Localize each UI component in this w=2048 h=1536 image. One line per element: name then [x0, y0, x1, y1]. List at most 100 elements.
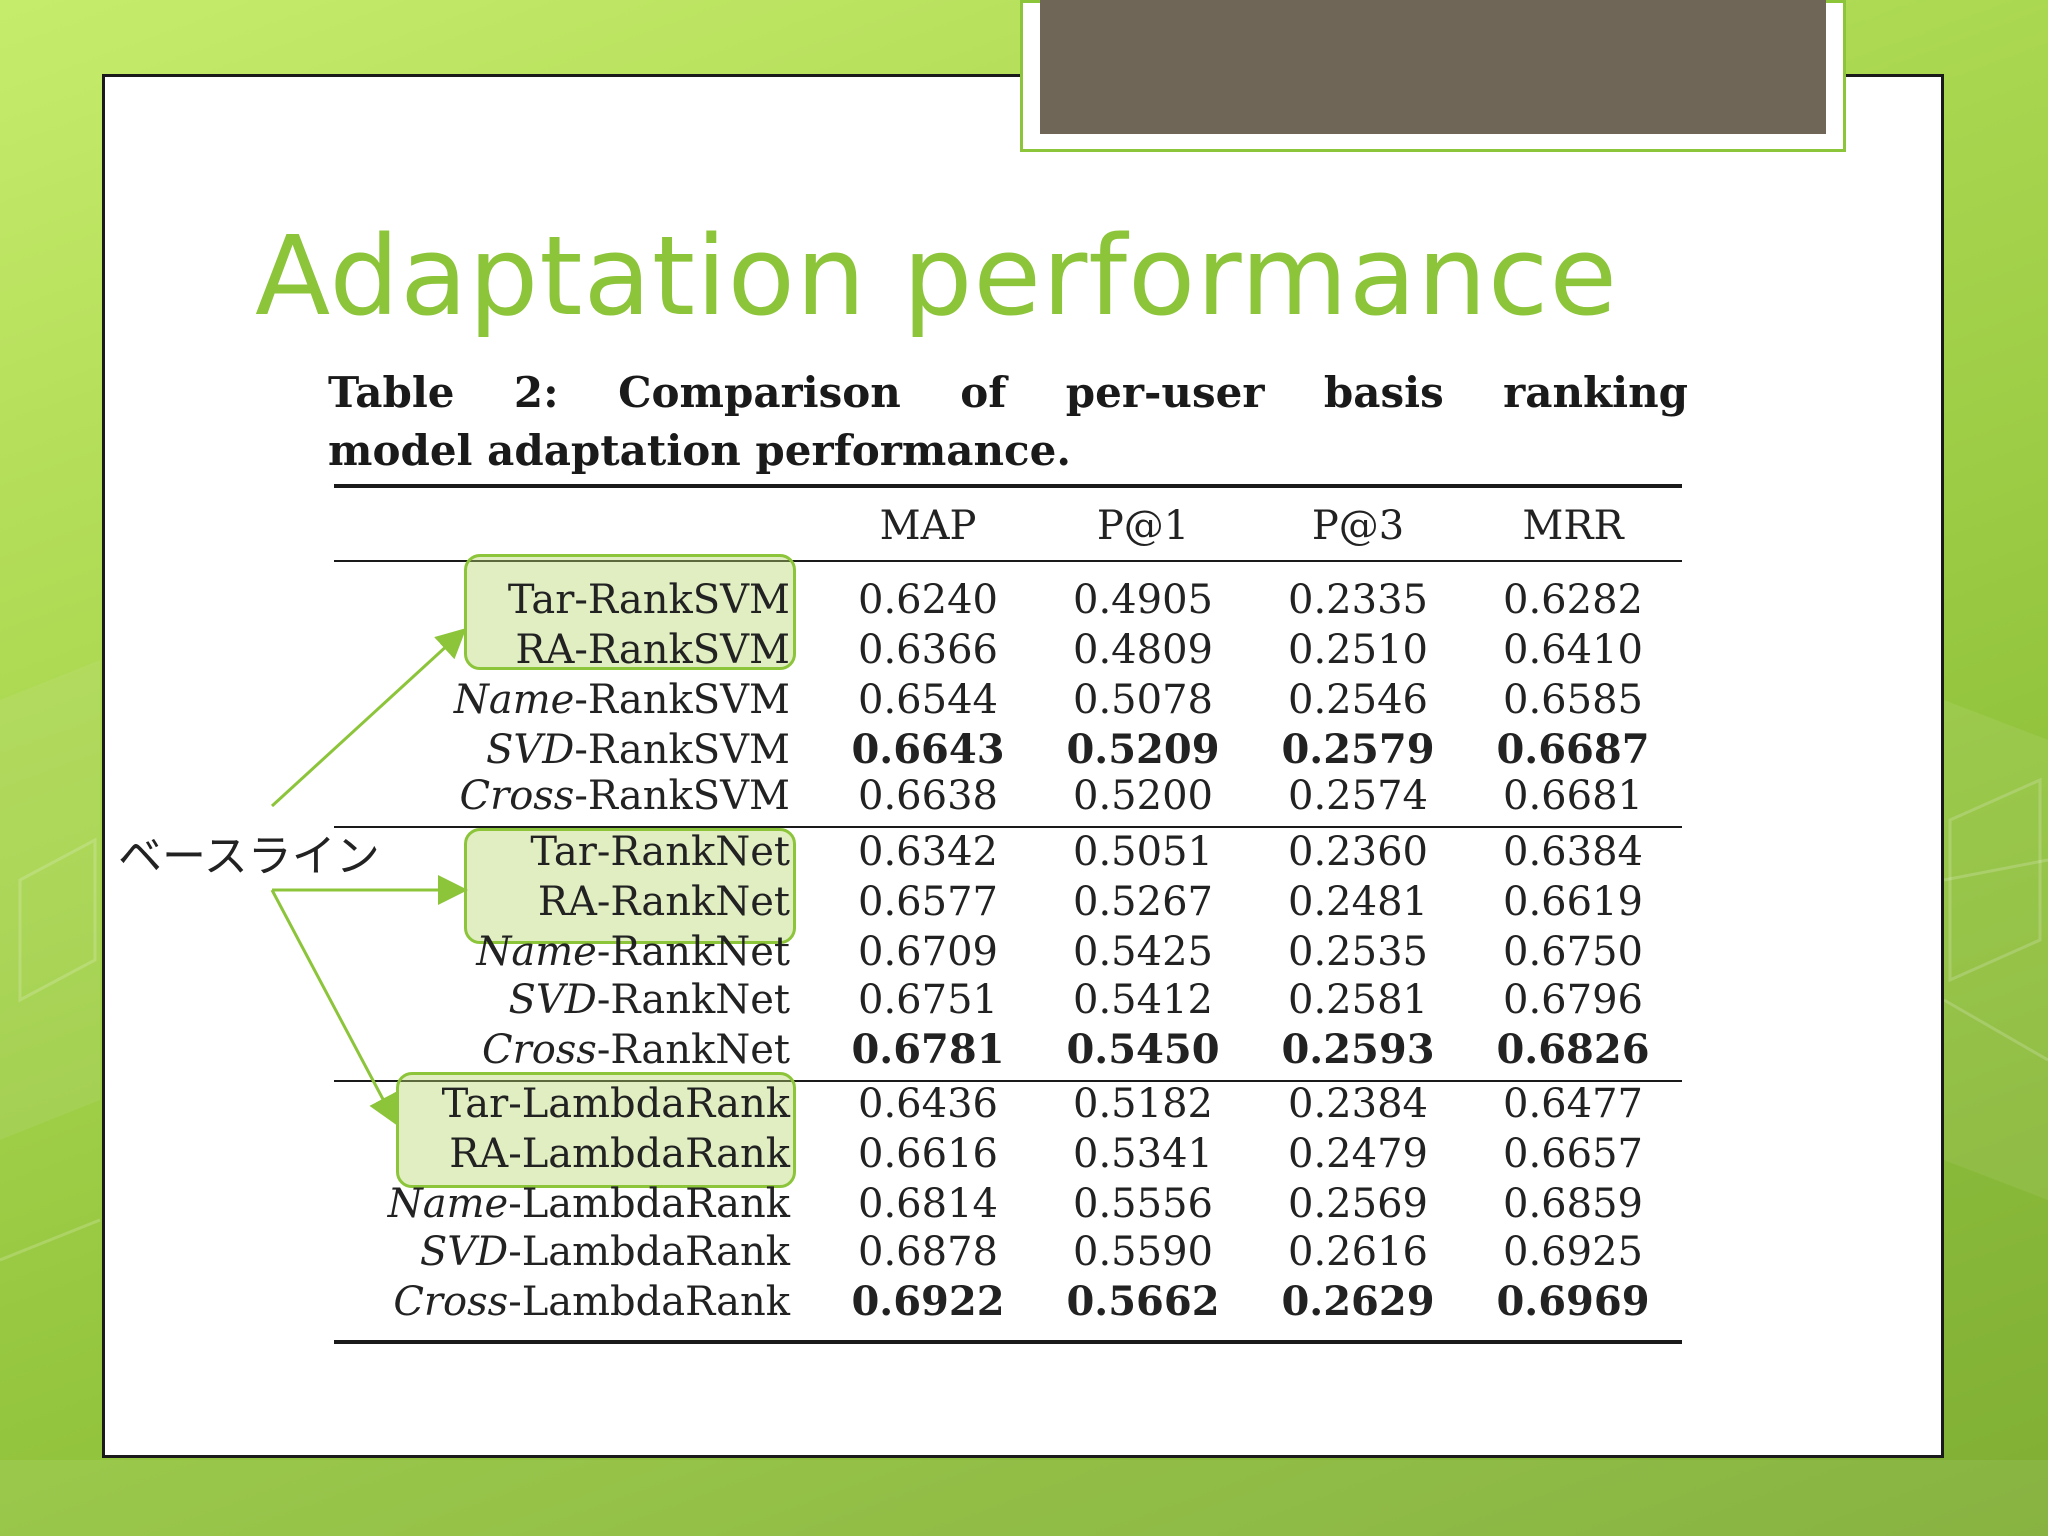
- table-cell: 0.2569: [1288, 1181, 1428, 1227]
- table-cell: 0.2360: [1288, 829, 1428, 875]
- column-header-p-at-1: P@1: [1096, 503, 1190, 549]
- table-cell: 0.2535: [1288, 929, 1428, 975]
- table-cell: 0.6477: [1503, 1081, 1643, 1127]
- table-cell: 0.2574: [1288, 773, 1428, 819]
- table-cell: 0.2335: [1288, 577, 1428, 623]
- row-label-prefix: Cross: [481, 1027, 597, 1073]
- table-cell: 0.2510: [1288, 627, 1428, 673]
- baseline-annotation: ベースライン: [118, 831, 380, 882]
- table-caption: Table 2: Comparison of per-user basis ra…: [328, 364, 1688, 480]
- table-cell: 0.6544: [858, 677, 998, 723]
- table-cell: 0.6366: [858, 627, 998, 673]
- row-label-suffix: -RankSVM: [574, 727, 790, 773]
- row-label: Tar-LambdaRank: [442, 1080, 790, 1128]
- row-label: Name-RankNet: [476, 928, 790, 976]
- row-label: Tar-RankSVM: [508, 576, 790, 624]
- table-cell: 0.5200: [1073, 773, 1213, 819]
- row-label-suffix: -RankSVM: [574, 773, 790, 819]
- row-label: RA-RankNet: [538, 878, 790, 926]
- table-cell: 0.2481: [1288, 879, 1428, 925]
- row-label: SVD-RankNet: [508, 976, 790, 1024]
- table-group-rule-2: [334, 1080, 1682, 1082]
- column-header-p-at-3: P@3: [1311, 503, 1405, 549]
- row-label-suffix: Tar-RankSVM: [507, 577, 790, 623]
- arrow-to-ranksvm: [270, 627, 467, 808]
- slide-content-card: [102, 74, 1944, 1458]
- table-cell: 0.6282: [1503, 577, 1643, 623]
- row-label: Cross-RankSVM: [459, 772, 790, 820]
- row-label-suffix: Tar-RankNet: [530, 829, 790, 875]
- table-cell: 0.6796: [1503, 977, 1643, 1023]
- table-cell: 0.6922: [851, 1278, 1005, 1325]
- slide-tab-block: [1040, 0, 1826, 134]
- row-label: SVD-LambdaRank: [420, 1228, 790, 1276]
- table-cell: 0.6781: [851, 1026, 1005, 1073]
- table-cell: 0.5078: [1073, 677, 1213, 723]
- row-label-prefix: SVD: [419, 1229, 509, 1275]
- table-cell: 0.6436: [858, 1081, 998, 1127]
- table-cell: 0.6925: [1503, 1229, 1643, 1275]
- row-label: Name-LambdaRank: [388, 1180, 790, 1228]
- row-label: Tar-RankNet: [530, 828, 790, 876]
- table-cell: 0.5182: [1073, 1081, 1213, 1127]
- table-bottom-rule: [334, 1340, 1682, 1344]
- column-header-mrr: MRR: [1522, 503, 1624, 549]
- row-label-suffix: RA-RankNet: [537, 879, 790, 925]
- table-cell: 0.5450: [1066, 1026, 1220, 1073]
- table-cell: 0.4809: [1073, 627, 1213, 673]
- table-cell: 0.6826: [1496, 1026, 1650, 1073]
- row-label-suffix: RA-LambdaRank: [449, 1131, 790, 1177]
- table-cell: 0.6616: [858, 1131, 998, 1177]
- table-cell: 0.2629: [1281, 1278, 1435, 1325]
- row-label-prefix: Name: [453, 677, 575, 723]
- row-label: RA-RankSVM: [515, 626, 790, 674]
- row-label: Cross-LambdaRank: [393, 1278, 790, 1326]
- table-cell: 0.2579: [1281, 726, 1435, 773]
- row-label: SVD-RankSVM: [486, 726, 790, 774]
- table-cell: 0.2384: [1288, 1081, 1428, 1127]
- table-cell: 0.6969: [1496, 1278, 1650, 1325]
- table-group-rule-1: [334, 826, 1682, 828]
- row-label-prefix: SVD: [508, 977, 597, 1023]
- table-caption-line-1: Table 2: Comparison of per-user basis ra…: [328, 368, 1688, 417]
- baseline-highlight-lambdarank: [396, 1072, 796, 1188]
- table-cell: 0.6751: [858, 977, 998, 1023]
- table-cell: 0.5341: [1073, 1131, 1213, 1177]
- row-label: Name-RankSVM: [454, 676, 790, 724]
- table-cell: 0.5662: [1066, 1278, 1220, 1325]
- row-label-suffix: -LambdaRank: [508, 1181, 790, 1227]
- table-cell: 0.2546: [1288, 677, 1428, 723]
- table-cell: 0.6619: [1503, 879, 1643, 925]
- table-cell: 0.6240: [858, 577, 998, 623]
- row-label-suffix: -RankNet: [596, 929, 790, 975]
- table-cell: 0.6577: [858, 879, 998, 925]
- row-label-suffix: -LambdaRank: [508, 1279, 790, 1325]
- table-cell: 0.5209: [1066, 726, 1220, 773]
- table-cell: 0.5051: [1073, 829, 1213, 875]
- baseline-highlight-ranksvm: [464, 554, 796, 670]
- table-cell: 0.6687: [1496, 726, 1650, 773]
- table-cell: 0.5412: [1073, 977, 1213, 1023]
- table-top-rule: [334, 484, 1682, 488]
- row-label-suffix: RA-RankSVM: [515, 627, 790, 673]
- row-label-prefix: Name: [387, 1181, 509, 1227]
- table-cell: 0.2616: [1288, 1229, 1428, 1275]
- table-cell: 0.2581: [1288, 977, 1428, 1023]
- table-cell: 0.6585: [1503, 677, 1643, 723]
- row-label: Cross-RankNet: [482, 1026, 790, 1074]
- column-header-map: MAP: [879, 503, 977, 549]
- row-label-suffix: -RankNet: [596, 1027, 790, 1073]
- table-cell: 0.6638: [858, 773, 998, 819]
- row-label-prefix: Cross: [459, 773, 575, 819]
- table-cell: 0.6750: [1503, 929, 1643, 975]
- table-caption-line-2: model adaptation performance.: [328, 426, 1071, 475]
- table-cell: 0.6410: [1503, 627, 1643, 673]
- table-cell: 0.5556: [1073, 1181, 1213, 1227]
- row-label-suffix: -RankNet: [596, 977, 790, 1023]
- table-cell: 0.2593: [1281, 1026, 1435, 1073]
- table-cell: 0.5590: [1073, 1229, 1213, 1275]
- table-cell: 0.6681: [1503, 773, 1643, 819]
- table-cell: 0.6878: [858, 1229, 998, 1275]
- table-header-rule: [334, 560, 1682, 562]
